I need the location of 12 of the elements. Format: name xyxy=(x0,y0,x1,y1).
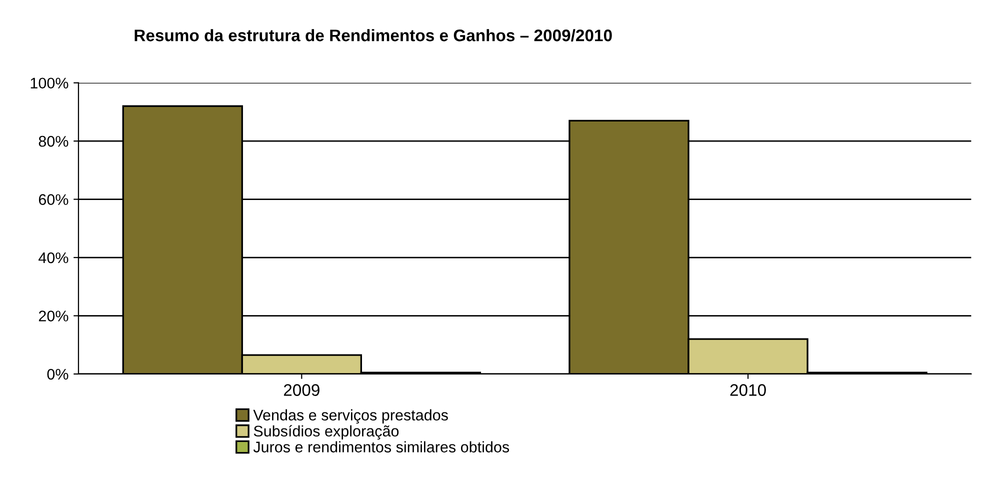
y-tick-label: 60% xyxy=(38,194,68,205)
legend-label: Juros e rendimentos similares obtidos xyxy=(253,441,510,452)
x-tick-label: 2010 xyxy=(730,384,766,396)
y-tick-label: 40% xyxy=(38,252,68,264)
y-tick-label: 80% xyxy=(38,136,68,147)
y-tick-label: 20% xyxy=(38,310,68,322)
y-tick-label: 100% xyxy=(30,78,68,89)
x-tick-label: 2009 xyxy=(284,384,320,396)
chart-title: Resumo da estrutura de Rendimentos e Ganhos – 2009/2010 xyxy=(134,29,612,42)
y-tick-label: 0% xyxy=(47,368,68,380)
legend-label: Subsídios exploração xyxy=(254,425,399,440)
legend-label: Vendas e serviços prestados xyxy=(253,409,448,424)
